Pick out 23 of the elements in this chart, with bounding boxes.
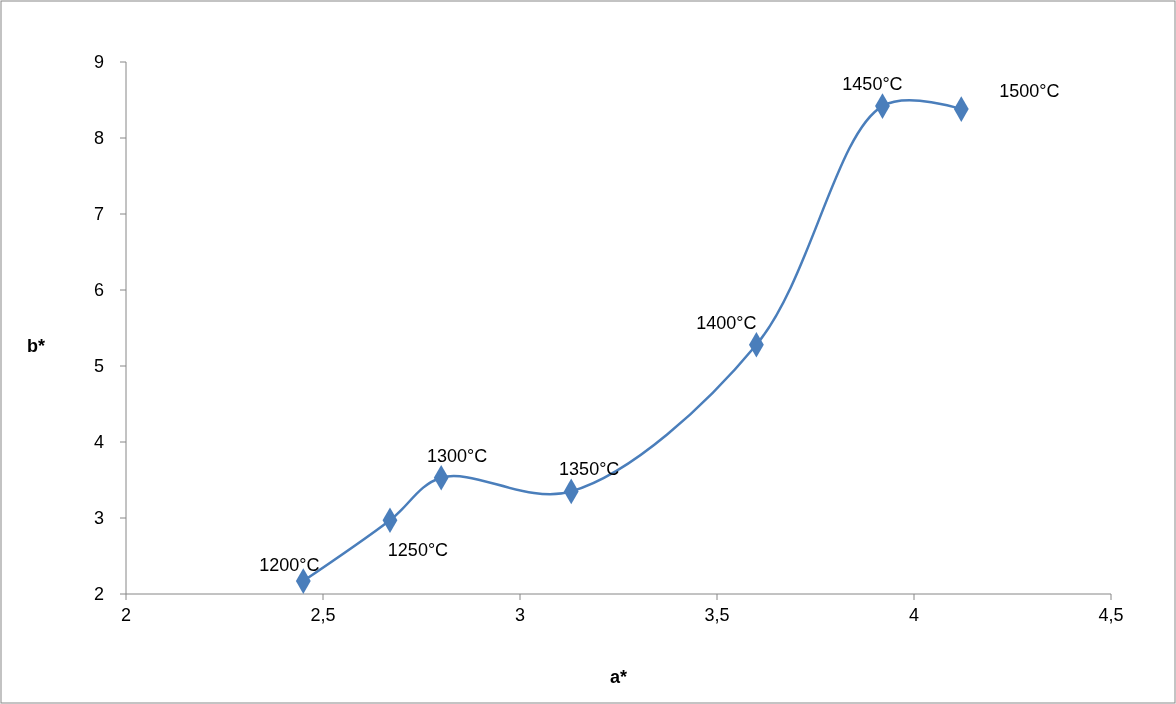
x-tick-label: 4	[908, 605, 920, 625]
y-tick-label: 5	[93, 356, 104, 376]
y-tick-label: 2	[93, 584, 104, 604]
y-tick-label: 7	[93, 204, 104, 224]
x-tick-label: 3	[514, 605, 526, 625]
x-tick-label: 4,5	[1098, 605, 1124, 625]
x-tick-label: 2	[120, 605, 132, 625]
annotation: 1500°C	[999, 81, 1060, 102]
y-tick-label: 8	[93, 128, 104, 148]
annotation: 1250°C	[387, 540, 449, 561]
x-tick-label: 2,5	[310, 605, 336, 625]
annotation: 1450°C	[842, 74, 903, 95]
annotation: 1200°C	[259, 555, 320, 576]
y-tick-label: 4	[93, 432, 104, 452]
y-tick-label: 9	[93, 52, 104, 72]
x-axis-title: a*	[609, 667, 628, 687]
annotation: 1350°C	[559, 459, 620, 480]
y-tick-label: 6	[93, 280, 104, 300]
annotation: 1400°C	[696, 312, 757, 333]
annotation: 1300°C	[427, 445, 488, 466]
x-tick-label: 3,5	[704, 605, 730, 625]
y-tick-label: 3	[93, 508, 104, 528]
y-axis-title: b*	[27, 336, 45, 356]
